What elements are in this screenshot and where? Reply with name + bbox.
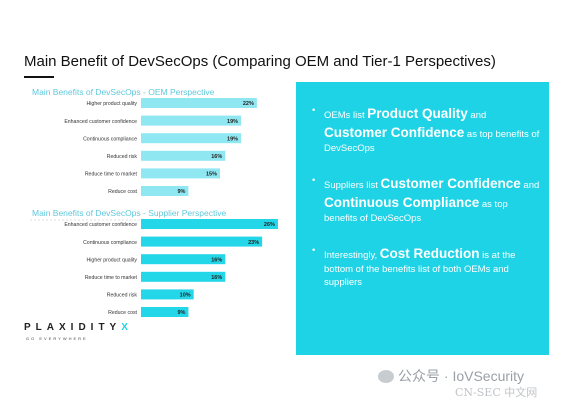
category-label: Continuous compliance — [83, 240, 137, 246]
bar — [141, 271, 226, 282]
logo-tagline: GO EVERYWHERE — [26, 336, 88, 341]
bar — [141, 98, 257, 108]
category-label: Reduced risk — [107, 293, 138, 299]
category-label: Reduce time to market — [85, 275, 138, 281]
insight-highlight: Cost Reduction — [379, 245, 480, 261]
value-label: 15% — [206, 172, 217, 178]
value-label: 16% — [211, 257, 222, 263]
bar — [141, 289, 194, 300]
category-label: Higher product quality — [87, 257, 138, 263]
bar — [141, 219, 278, 229]
supplier-bar-chart: Main Benefits of DevSecOps - Supplier Pe… — [30, 208, 278, 317]
chart-title: Main Benefits of DevSecOps - Supplier Pe… — [32, 208, 226, 218]
value-label: 26% — [264, 222, 275, 228]
bar — [141, 307, 189, 317]
title-underline — [24, 76, 54, 78]
insight-highlight: Continuous Compliance — [324, 194, 480, 210]
bar — [141, 254, 226, 265]
insight-item: Suppliers list Customer Confidence and C… — [312, 174, 542, 226]
bar — [141, 150, 226, 161]
value-label: 22% — [243, 101, 254, 107]
value-label: 23% — [248, 240, 259, 246]
value-label: 10% — [180, 293, 191, 299]
watermark-sub: CN-SEC 中文网 — [455, 386, 538, 399]
category-label: Reduce cost — [108, 310, 137, 316]
company-logo: PLAXIDITYX — [24, 322, 133, 333]
wechat-icon — [378, 370, 394, 383]
value-label: 9% — [177, 310, 185, 316]
insight-highlight: Customer Confidence — [380, 175, 521, 191]
watermark: 公众号 · IoVSecurity — [378, 366, 524, 386]
bar — [141, 236, 263, 247]
category-label: Enhanced customer confidence — [64, 119, 137, 125]
value-label: 19% — [227, 136, 238, 142]
bar — [141, 168, 220, 179]
bar — [141, 186, 189, 196]
insights-list: OEMs list Product Quality and Customer C… — [312, 104, 542, 308]
insight-item: OEMs list Product Quality and Customer C… — [312, 104, 542, 156]
insight-item: Interestingly, Cost Reduction is at the … — [312, 244, 542, 290]
slide-title: Main Benefit of DevSecOps (Comparing OEM… — [24, 53, 496, 70]
category-label: Enhanced customer confidence — [64, 222, 137, 228]
value-label: 19% — [227, 119, 238, 125]
value-label: 16% — [211, 275, 222, 281]
chart-title: Main Benefits of DevSecOps - OEM Perspec… — [32, 87, 215, 97]
bar — [141, 133, 242, 144]
category-label: Higher product quality — [87, 101, 138, 107]
category-label: Reduce cost — [108, 189, 137, 195]
oem-bar-chart: Main Benefits of DevSecOps - OEM Perspec… — [32, 87, 257, 196]
category-label: Reduced risk — [107, 154, 138, 160]
value-label: 9% — [177, 189, 185, 195]
insight-highlight: Customer Confidence — [324, 125, 465, 141]
insight-highlight: Product Quality — [367, 106, 468, 121]
category-label: Continuous compliance — [83, 136, 137, 142]
category-label: Reduce time to market — [85, 172, 138, 178]
value-label: 16% — [211, 154, 222, 160]
bar — [141, 115, 242, 126]
